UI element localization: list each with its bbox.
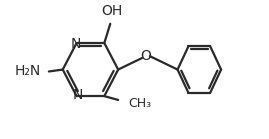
Text: CH₃: CH₃ — [128, 97, 151, 110]
Text: N: N — [72, 88, 83, 102]
Text: OH: OH — [102, 4, 123, 18]
Text: N: N — [70, 37, 81, 51]
Text: H₂N: H₂N — [15, 64, 41, 79]
Text: O: O — [140, 49, 151, 63]
